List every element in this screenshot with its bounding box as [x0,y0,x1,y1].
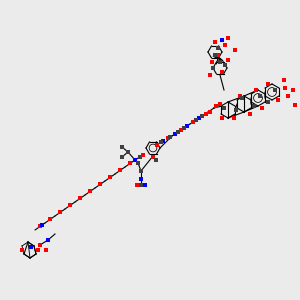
Polygon shape [213,56,223,61]
